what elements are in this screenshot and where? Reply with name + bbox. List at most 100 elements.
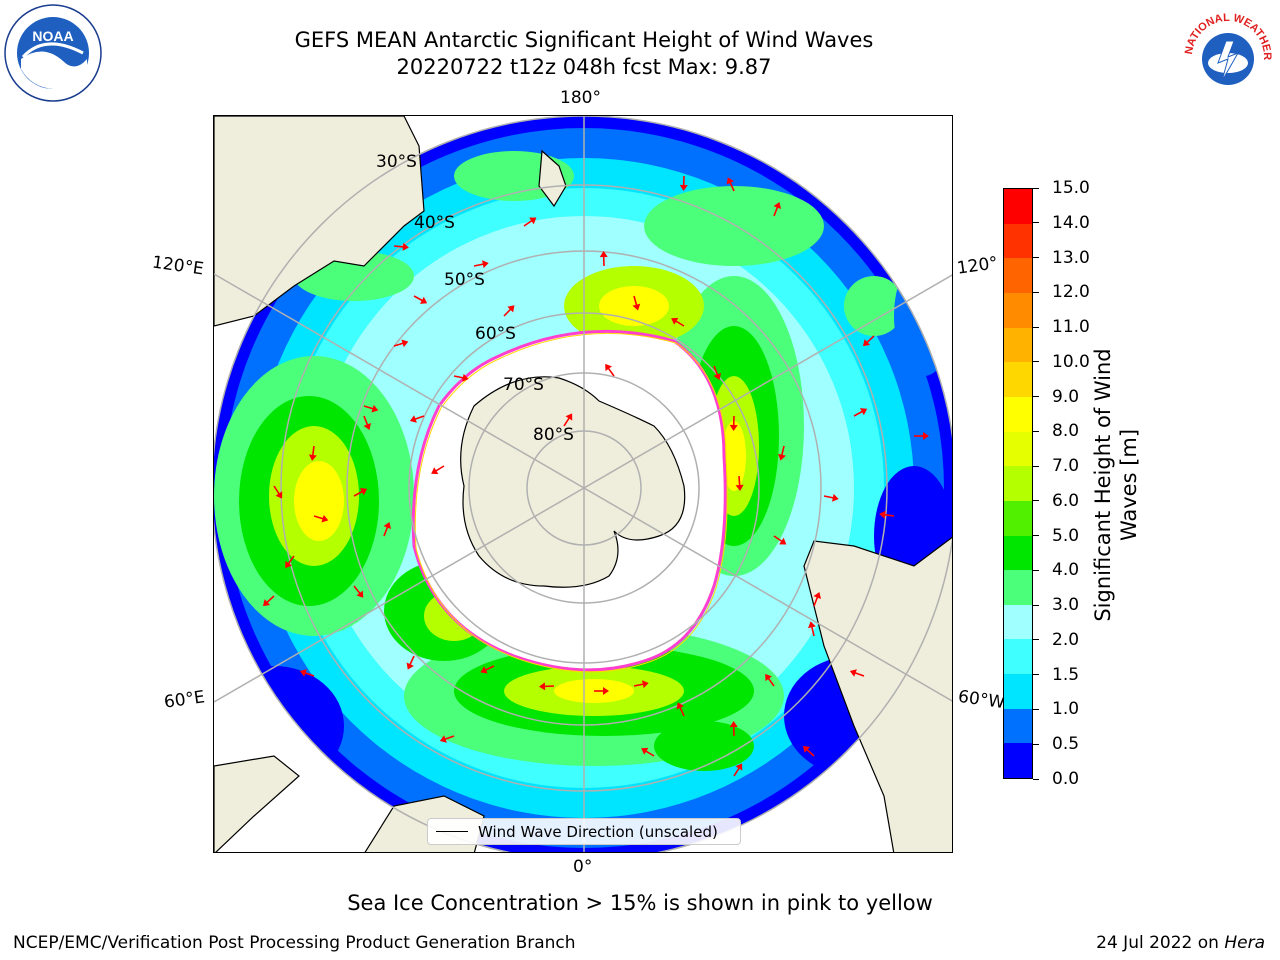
colorbar-segment bbox=[1004, 500, 1032, 536]
wind-arrow-head bbox=[299, 669, 307, 677]
wind-arrow-head bbox=[808, 621, 816, 629]
wind-arrow-head bbox=[383, 522, 391, 530]
wind-arrow-head bbox=[641, 747, 649, 755]
wind-arrow-head bbox=[726, 177, 734, 185]
wind-arrow-head bbox=[729, 721, 738, 728]
colorbar-title-line2: Waves [m] bbox=[1117, 428, 1141, 542]
colorbar-tick-label: 15.0 bbox=[1052, 178, 1090, 198]
wind-arrow-head bbox=[676, 702, 684, 710]
wind-arrow-head bbox=[773, 202, 781, 210]
wind-arrow-head bbox=[480, 666, 488, 674]
colorbar-tick-label: 7.0 bbox=[1052, 456, 1080, 477]
sea-ice-note: Sea Ice Concentration > 15% is shown in … bbox=[347, 891, 933, 915]
wind-arrow-head bbox=[605, 363, 612, 372]
wind-arrow-head bbox=[671, 317, 679, 325]
wind-arrow-head bbox=[507, 305, 515, 313]
wind-arrow-head bbox=[735, 763, 743, 771]
colorbar-segment bbox=[1004, 258, 1032, 294]
wind-arrows bbox=[262, 175, 929, 777]
noaa-logo-text: NOAA bbox=[32, 28, 73, 44]
colorbar-tick-label: 4.0 bbox=[1052, 560, 1080, 581]
wind-arrow-head bbox=[462, 373, 469, 382]
colorbar-title: Significant Height of Wind Waves [m] bbox=[1090, 348, 1142, 621]
wind-arrow-head bbox=[439, 735, 447, 743]
lon-label-60w: 60°W bbox=[956, 686, 1007, 714]
noaa-logo: NOAA bbox=[3, 3, 103, 103]
wind-arrow-head bbox=[431, 467, 439, 475]
figure-subtitle: 20220722 t12z 048h fcst Max: 9.87 bbox=[396, 55, 772, 79]
map-panel bbox=[213, 115, 953, 853]
lat-label-30s: 30°S bbox=[376, 152, 417, 172]
africa-land bbox=[214, 755, 300, 852]
wind-arrow-head bbox=[632, 303, 641, 311]
lat-label-50s: 50°S bbox=[444, 270, 485, 290]
colorbar-tick-label: 12.0 bbox=[1052, 282, 1090, 303]
lon-label-0: 0° bbox=[573, 857, 593, 877]
colorbar-tick-label: 1.5 bbox=[1052, 664, 1080, 685]
lat-label-40s: 40°S bbox=[414, 213, 455, 233]
new-zealand-land bbox=[538, 149, 567, 208]
nws-logo: NATIONAL WEATHER SERVICE bbox=[1174, 0, 1278, 103]
colorbar-tick-label: 9.0 bbox=[1052, 386, 1080, 407]
footer-host: Hera bbox=[1224, 933, 1265, 953]
wind-arrow-head bbox=[356, 590, 364, 598]
colorbar-tick-mark bbox=[1033, 187, 1039, 189]
wind-arrow-head bbox=[679, 184, 688, 191]
colorbar-tick-mark bbox=[1033, 639, 1039, 641]
colorbar-tick-mark bbox=[1033, 500, 1039, 502]
wind-arrow-head bbox=[729, 424, 738, 431]
colorbar bbox=[1003, 188, 1033, 779]
wind-arrow-head bbox=[713, 372, 721, 380]
wind-arrow-head bbox=[778, 453, 786, 461]
wind-arrow-head bbox=[529, 217, 537, 225]
colorbar-tick-label: 5.0 bbox=[1052, 525, 1080, 546]
colorbar-tick-label: 3.0 bbox=[1052, 595, 1080, 616]
colorbar-segment bbox=[1004, 396, 1032, 432]
wind-arrow-head bbox=[813, 592, 821, 600]
footer-credit: NCEP/EMC/Verification Post Processing Pr… bbox=[13, 933, 576, 953]
colorbar-tick-label: 10.0 bbox=[1052, 351, 1090, 372]
colorbar-segment bbox=[1004, 431, 1032, 467]
colorbar-segment bbox=[1004, 327, 1032, 363]
lat-label-80s: 80°S bbox=[533, 425, 574, 445]
wind-arrow-head bbox=[363, 422, 371, 430]
legend-line-icon bbox=[436, 831, 468, 832]
lon-label-180: 180° bbox=[560, 88, 601, 108]
wind-arrow-head bbox=[642, 680, 649, 689]
colorbar-tick-label: 6.0 bbox=[1052, 490, 1080, 511]
colorbar-tick-mark bbox=[1033, 604, 1039, 606]
colorbar-tick-mark bbox=[1033, 257, 1039, 259]
wind-arrow-head bbox=[482, 260, 489, 269]
colorbar-tick-mark bbox=[1033, 535, 1039, 537]
colorbar-segment bbox=[1004, 743, 1032, 778]
colorbar-segment bbox=[1004, 570, 1032, 605]
wind-arrow-head bbox=[849, 669, 857, 677]
lon-label-60e: 60°E bbox=[162, 687, 207, 713]
colorbar-tick-mark bbox=[1033, 708, 1039, 710]
wind-arrow-head bbox=[539, 682, 546, 691]
colorbar-segment bbox=[1004, 293, 1032, 328]
wind-arrow-head bbox=[832, 493, 839, 502]
colorbar-tick-label: 1.0 bbox=[1052, 699, 1080, 720]
colorbar-tick-mark bbox=[1033, 778, 1039, 780]
lon-label-120e: 120°E bbox=[150, 252, 205, 280]
figure-title: GEFS MEAN Antarctic Significant Height o… bbox=[294, 28, 874, 52]
south-america-land bbox=[803, 536, 952, 852]
colorbar-segment bbox=[1004, 223, 1032, 259]
wind-arrow-head bbox=[419, 296, 428, 304]
wind-arrow-head bbox=[565, 413, 573, 421]
wind-arrow-head bbox=[308, 454, 317, 461]
wind-arrow-head bbox=[779, 537, 787, 545]
wind-arrow-head bbox=[321, 514, 329, 523]
colorbar-tick-label: 0.0 bbox=[1052, 769, 1080, 789]
australia-land bbox=[214, 116, 425, 327]
colorbar-segment bbox=[1004, 708, 1032, 744]
colorbar-tick-label: 8.0 bbox=[1052, 421, 1080, 442]
colorbar-segment bbox=[1004, 604, 1032, 640]
footer-date-text: 24 Jul 2022 on bbox=[1096, 933, 1225, 953]
wind-arrow-head bbox=[862, 339, 871, 347]
footer-date: 24 Jul 2022 on Hera bbox=[1096, 933, 1265, 953]
colorbar-tick-mark bbox=[1033, 674, 1039, 676]
colorbar-tick-mark bbox=[1033, 430, 1039, 432]
wind-arrow-head bbox=[409, 415, 417, 423]
